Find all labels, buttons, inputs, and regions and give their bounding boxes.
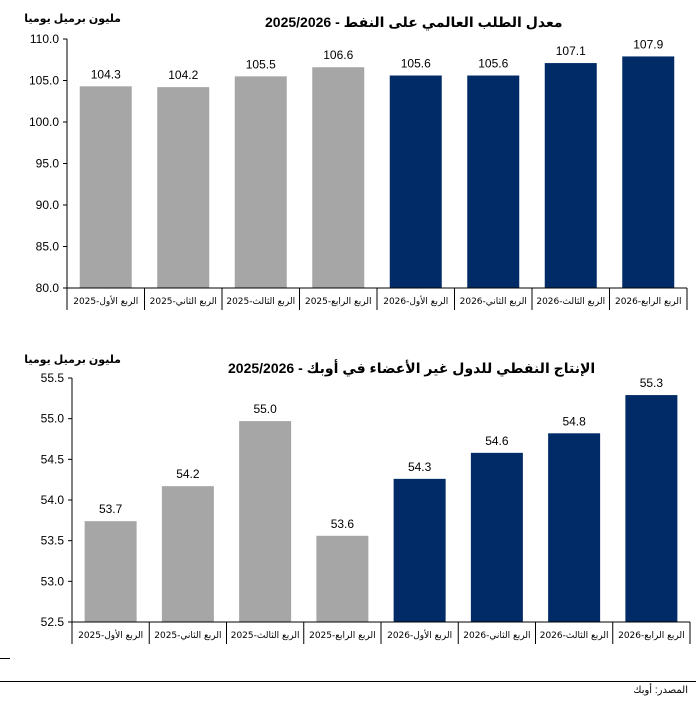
bar bbox=[84, 521, 137, 622]
data-label: 107.9 bbox=[633, 37, 663, 51]
data-label: 104.3 bbox=[91, 67, 121, 81]
x-tick-label: الربع الرابع-2026 bbox=[618, 631, 685, 641]
x-tick-label: الربع الثالث-2026 bbox=[536, 297, 605, 307]
data-label: 107.1 bbox=[556, 44, 586, 58]
y-tick-label: 110.0 bbox=[30, 32, 59, 46]
data-label: 53.7 bbox=[99, 502, 123, 516]
x-tick-label: الربع الرابع-2025 bbox=[305, 297, 372, 307]
footer-divider bbox=[0, 681, 696, 682]
x-tick-label: الربع الأول-2026 bbox=[383, 295, 448, 307]
x-tick-label: الربع الثاني-2026 bbox=[460, 297, 527, 307]
y-tick-label: 105.0 bbox=[29, 74, 59, 88]
x-tick-label: الربع الثاني-2025 bbox=[150, 297, 217, 307]
y-tick-label: 100.0 bbox=[29, 115, 59, 129]
data-label: 106.6 bbox=[323, 48, 353, 62]
data-label: 105.6 bbox=[478, 57, 508, 71]
divider-dash bbox=[0, 658, 10, 659]
bar bbox=[622, 56, 675, 289]
bar bbox=[161, 486, 214, 622]
y-tick-label: 95.0 bbox=[36, 157, 60, 171]
data-label: 55.0 bbox=[253, 402, 277, 416]
y-tick-label: 54.0 bbox=[41, 493, 65, 507]
chart-title: معدل الطلب العالمي على النفط - 2025/2026 bbox=[265, 14, 563, 30]
non-opec-production-chart: مليون برميل يوميا الإنتاج النفطي للدول غ… bbox=[0, 345, 696, 655]
y-tick-label: 55.0 bbox=[41, 412, 65, 426]
bar bbox=[312, 67, 365, 288]
y-tick-label: 52.5 bbox=[41, 615, 65, 629]
source-note: المصدر: أوبك bbox=[633, 685, 688, 696]
bar bbox=[234, 76, 287, 288]
y-tick-label: 80.0 bbox=[36, 281, 60, 295]
non-opec-production-chart-plot: 55.5 55.0 54.5 54.0 53.5 53.0 52.5 53.7 54.2 55.0… bbox=[41, 371, 691, 644]
bar bbox=[548, 433, 601, 622]
bar bbox=[239, 421, 292, 622]
demand-chart: مليون برميل يوميا معدل الطلب العالمي على… bbox=[0, 0, 696, 330]
data-label: 104.2 bbox=[168, 68, 198, 82]
y-axis-unit-label: مليون برميل يوميا bbox=[24, 354, 121, 366]
x-tick-label: الربع الأول-2025 bbox=[73, 295, 138, 307]
data-label: 105.6 bbox=[401, 57, 431, 71]
y-axis-unit-label: مليون برميل يوميا bbox=[24, 13, 121, 25]
bar bbox=[625, 395, 678, 622]
data-label: 54.8 bbox=[562, 414, 586, 428]
data-label: 54.3 bbox=[408, 460, 432, 474]
x-tick-label: الربع الرابع-2026 bbox=[615, 297, 682, 307]
data-label: 54.2 bbox=[176, 467, 200, 481]
x-tick-label: الربع الثاني-2025 bbox=[154, 631, 221, 641]
bar bbox=[470, 452, 523, 622]
bar bbox=[393, 478, 446, 622]
demand-chart-plot: 110.0 105.0 100.0 95.0 90.0 85.0 80.0 104.3 104.… bbox=[29, 32, 688, 310]
data-label: 55.3 bbox=[640, 376, 664, 390]
x-tick-label: الربع الثالث-2026 bbox=[540, 631, 609, 641]
x-tick-label: الربع الثالث-2025 bbox=[231, 631, 300, 641]
y-tick-label: 55.5 bbox=[41, 371, 65, 385]
y-tick-label: 53.0 bbox=[41, 574, 65, 588]
bar bbox=[316, 535, 369, 622]
bar bbox=[157, 87, 210, 288]
data-label: 54.6 bbox=[485, 434, 509, 448]
y-tick-label: 85.0 bbox=[36, 240, 60, 254]
x-tick-label: الربع الثالث-2025 bbox=[226, 297, 295, 307]
y-tick-label: 54.5 bbox=[41, 452, 65, 466]
bar bbox=[467, 75, 520, 289]
bar bbox=[544, 63, 597, 288]
y-tick-label: 90.0 bbox=[36, 198, 60, 212]
x-tick-label: الربع الأول-2026 bbox=[387, 629, 452, 641]
bar bbox=[79, 86, 132, 288]
data-label: 105.5 bbox=[246, 57, 276, 71]
x-tick-label: الربع الرابع-2025 bbox=[309, 631, 376, 641]
x-tick-label: الربع الثاني-2026 bbox=[463, 631, 530, 641]
chart-title: الإنتاج النفطي للدول غير الأعضاء في أوبك… bbox=[228, 360, 596, 376]
data-label: 53.6 bbox=[331, 517, 355, 531]
x-tick-label: الربع الأول-2025 bbox=[78, 629, 143, 641]
y-tick-label: 53.5 bbox=[41, 534, 65, 548]
bar bbox=[389, 75, 442, 289]
